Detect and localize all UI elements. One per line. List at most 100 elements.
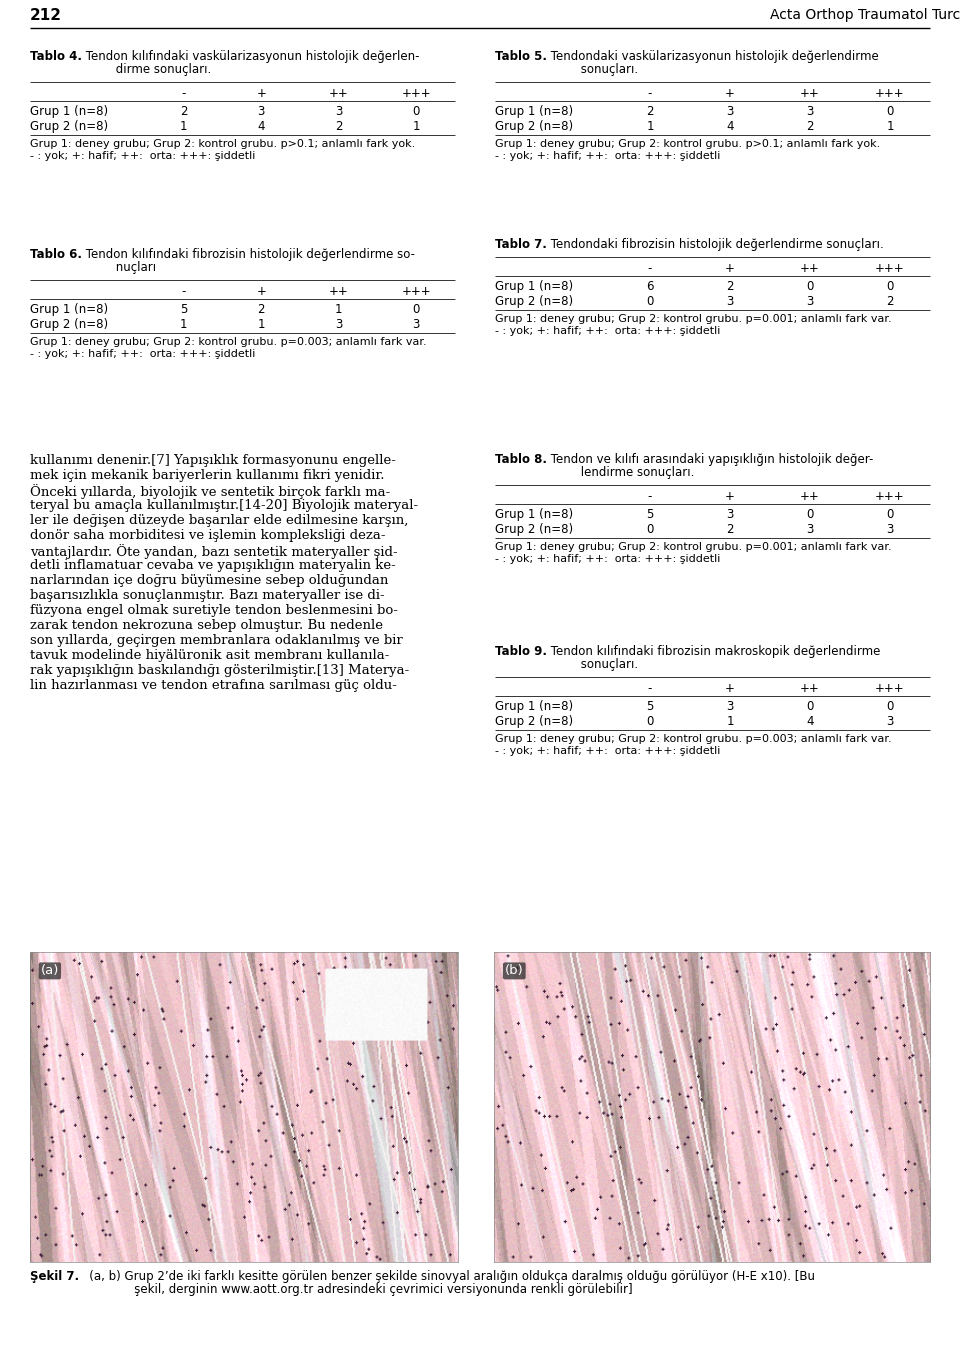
Text: 1: 1 — [646, 120, 654, 132]
Text: tavuk modelinde hiyälüronik asit membranı kullanıla-: tavuk modelinde hiyälüronik asit membran… — [30, 649, 390, 662]
Text: Tendon kılıfındaki fibrozisin histolojik değerlendirme so-: Tendon kılıfındaki fibrozisin histolojik… — [82, 247, 415, 261]
Text: şekil, derginin www.aott.org.tr adresindeki çevrimici versiyonunda renkli görüle: şekil, derginin www.aott.org.tr adresind… — [78, 1283, 633, 1297]
Text: ++: ++ — [329, 87, 348, 100]
Text: rak yapışıklığın baskılandığı gösterilmiştir.[13] Materya-: rak yapışıklığın baskılandığı gösterilmi… — [30, 664, 409, 677]
Text: 1: 1 — [335, 303, 343, 316]
Text: başarısızlıkla sonuçlanmıştır. Bazı materyaller ise di-: başarısızlıkla sonuçlanmıştır. Bazı mate… — [30, 589, 385, 602]
Text: Grup 1 (n=8): Grup 1 (n=8) — [495, 508, 573, 521]
Text: -: - — [181, 87, 186, 100]
Text: -: - — [181, 285, 186, 297]
Text: dirme sonuçları.: dirme sonuçları. — [82, 64, 211, 76]
Text: 3: 3 — [335, 318, 343, 331]
Text: 5: 5 — [646, 700, 654, 713]
Text: 2: 2 — [180, 105, 187, 118]
Text: 5: 5 — [180, 303, 187, 316]
Text: 3: 3 — [257, 105, 265, 118]
Text: 0: 0 — [886, 700, 894, 713]
Text: Tablo 4.: Tablo 4. — [30, 50, 82, 64]
Text: 0: 0 — [806, 508, 814, 521]
Text: +: + — [256, 87, 266, 100]
Text: - : yok; +: hafif; ++:  orta: +++: şiddetli: - : yok; +: hafif; ++: orta: +++: şiddet… — [495, 746, 720, 756]
Text: 3: 3 — [727, 295, 733, 308]
Text: ++: ++ — [800, 87, 820, 100]
Text: 2: 2 — [727, 523, 733, 535]
Text: Grup 2 (n=8): Grup 2 (n=8) — [495, 295, 573, 308]
Text: 1: 1 — [727, 715, 733, 727]
Text: Tendondaki fibrozisin histolojik değerlendirme sonuçları.: Tendondaki fibrozisin histolojik değerle… — [547, 238, 884, 251]
Text: 3: 3 — [727, 508, 733, 521]
Text: +++: +++ — [401, 285, 431, 297]
Text: sonuçları.: sonuçları. — [547, 64, 638, 76]
Text: 0: 0 — [413, 105, 420, 118]
Text: Tablo 7.: Tablo 7. — [495, 238, 547, 251]
Text: 0: 0 — [413, 303, 420, 316]
Text: -: - — [648, 262, 652, 274]
Text: sonuçları.: sonuçları. — [547, 658, 638, 671]
Text: 2: 2 — [886, 295, 894, 308]
Text: 0: 0 — [886, 105, 894, 118]
Text: Tablo 8.: Tablo 8. — [495, 453, 547, 466]
Text: Grup 1 (n=8): Grup 1 (n=8) — [30, 105, 108, 118]
Text: - : yok; +: hafif; ++:  orta: +++: şiddetli: - : yok; +: hafif; ++: orta: +++: şiddet… — [495, 151, 720, 161]
Text: Tendondaki vaskülarizasyonun histolojik değerlendirme: Tendondaki vaskülarizasyonun histolojik … — [547, 50, 878, 64]
Text: Tendon ve kılıfı arasındaki yapışıklığın histolojik değer-: Tendon ve kılıfı arasındaki yapışıklığın… — [547, 453, 874, 466]
Text: 1: 1 — [180, 318, 187, 331]
Text: 2: 2 — [335, 120, 343, 132]
Text: - : yok; +: hafif; ++:  orta: +++: şiddetli: - : yok; +: hafif; ++: orta: +++: şiddet… — [30, 349, 255, 360]
Text: 3: 3 — [886, 715, 894, 727]
Text: -: - — [648, 681, 652, 695]
Text: +++: +++ — [876, 681, 905, 695]
Text: nuçları: nuçları — [82, 261, 156, 274]
Text: Grup 2 (n=8): Grup 2 (n=8) — [495, 715, 573, 727]
Text: ++: ++ — [800, 262, 820, 274]
Text: 2: 2 — [727, 280, 733, 293]
Text: Grup 1: deney grubu; Grup 2: kontrol grubu. p=0.001; anlamlı fark var.: Grup 1: deney grubu; Grup 2: kontrol gru… — [495, 314, 892, 324]
Text: 3: 3 — [806, 295, 814, 308]
Text: -: - — [648, 87, 652, 100]
Text: teryal bu amaçla kullanılmıştır.[14-20] Biyolojik materyal-: teryal bu amaçla kullanılmıştır.[14-20] … — [30, 499, 419, 512]
Text: vantajlardır. Öte yandan, bazı sentetik materyaller şid-: vantajlardır. Öte yandan, bazı sentetik … — [30, 544, 397, 558]
Text: Grup 1: deney grubu; Grup 2: kontrol grubu. p=0.003; anlamlı fark var.: Grup 1: deney grubu; Grup 2: kontrol gru… — [495, 734, 892, 744]
Text: ++: ++ — [329, 285, 348, 297]
Text: (a, b) Grup 2’de iki farklı kesitte görülen benzer şekilde sinovyal aralığın old: (a, b) Grup 2’de iki farklı kesitte görü… — [78, 1270, 815, 1283]
Text: 1: 1 — [257, 318, 265, 331]
Text: Grup 1 (n=8): Grup 1 (n=8) — [30, 303, 108, 316]
Text: donör saha morbiditesi ve işlemin kompleksliği deza-: donör saha morbiditesi ve işlemin komple… — [30, 529, 386, 542]
Text: 0: 0 — [646, 715, 654, 727]
Text: +++: +++ — [876, 87, 905, 100]
Text: -: - — [648, 489, 652, 503]
Text: 0: 0 — [806, 700, 814, 713]
Text: Grup 1 (n=8): Grup 1 (n=8) — [495, 700, 573, 713]
Text: 0: 0 — [646, 295, 654, 308]
Text: +: + — [725, 262, 735, 274]
Text: Grup 1 (n=8): Grup 1 (n=8) — [495, 105, 573, 118]
Text: 3: 3 — [727, 700, 733, 713]
Text: 3: 3 — [806, 523, 814, 535]
Text: ++: ++ — [800, 489, 820, 503]
Text: füzyona engel olmak suretiyle tendon beslenmesini bo-: füzyona engel olmak suretiyle tendon bes… — [30, 604, 397, 617]
Text: Grup 1: deney grubu; Grup 2: kontrol grubu. p>0.1; anlamlı fark yok.: Grup 1: deney grubu; Grup 2: kontrol gru… — [30, 139, 416, 149]
Text: 4: 4 — [727, 120, 733, 132]
Text: - : yok; +: hafif; ++:  orta: +++: şiddetli: - : yok; +: hafif; ++: orta: +++: şiddet… — [495, 326, 720, 337]
Text: 3: 3 — [886, 523, 894, 535]
Text: +: + — [256, 285, 266, 297]
Text: +: + — [725, 87, 735, 100]
Text: 4: 4 — [806, 715, 814, 727]
Text: +++: +++ — [876, 262, 905, 274]
Text: kullanımı denenir.[7] Yapışıklık formasyonunu engelle-: kullanımı denenir.[7] Yapışıklık formasy… — [30, 454, 396, 466]
Text: Grup 2 (n=8): Grup 2 (n=8) — [495, 120, 573, 132]
Text: 4: 4 — [257, 120, 265, 132]
Text: mek için mekanik bariyerlerin kullanımı fikri yenidir.: mek için mekanik bariyerlerin kullanımı … — [30, 469, 385, 483]
Text: +++: +++ — [401, 87, 431, 100]
Text: ++: ++ — [800, 681, 820, 695]
Text: 3: 3 — [727, 105, 733, 118]
Text: +: + — [725, 489, 735, 503]
Text: 6: 6 — [646, 280, 654, 293]
Text: +++: +++ — [876, 489, 905, 503]
Text: +: + — [725, 681, 735, 695]
Text: Tablo 9.: Tablo 9. — [495, 645, 547, 658]
Text: Grup 2 (n=8): Grup 2 (n=8) — [30, 120, 108, 132]
Text: 0: 0 — [646, 523, 654, 535]
Text: Grup 2 (n=8): Grup 2 (n=8) — [30, 318, 108, 331]
Text: Tendon kılıfındaki vaskülarizasyonun histolojik değerlen-: Tendon kılıfındaki vaskülarizasyonun his… — [82, 50, 420, 64]
